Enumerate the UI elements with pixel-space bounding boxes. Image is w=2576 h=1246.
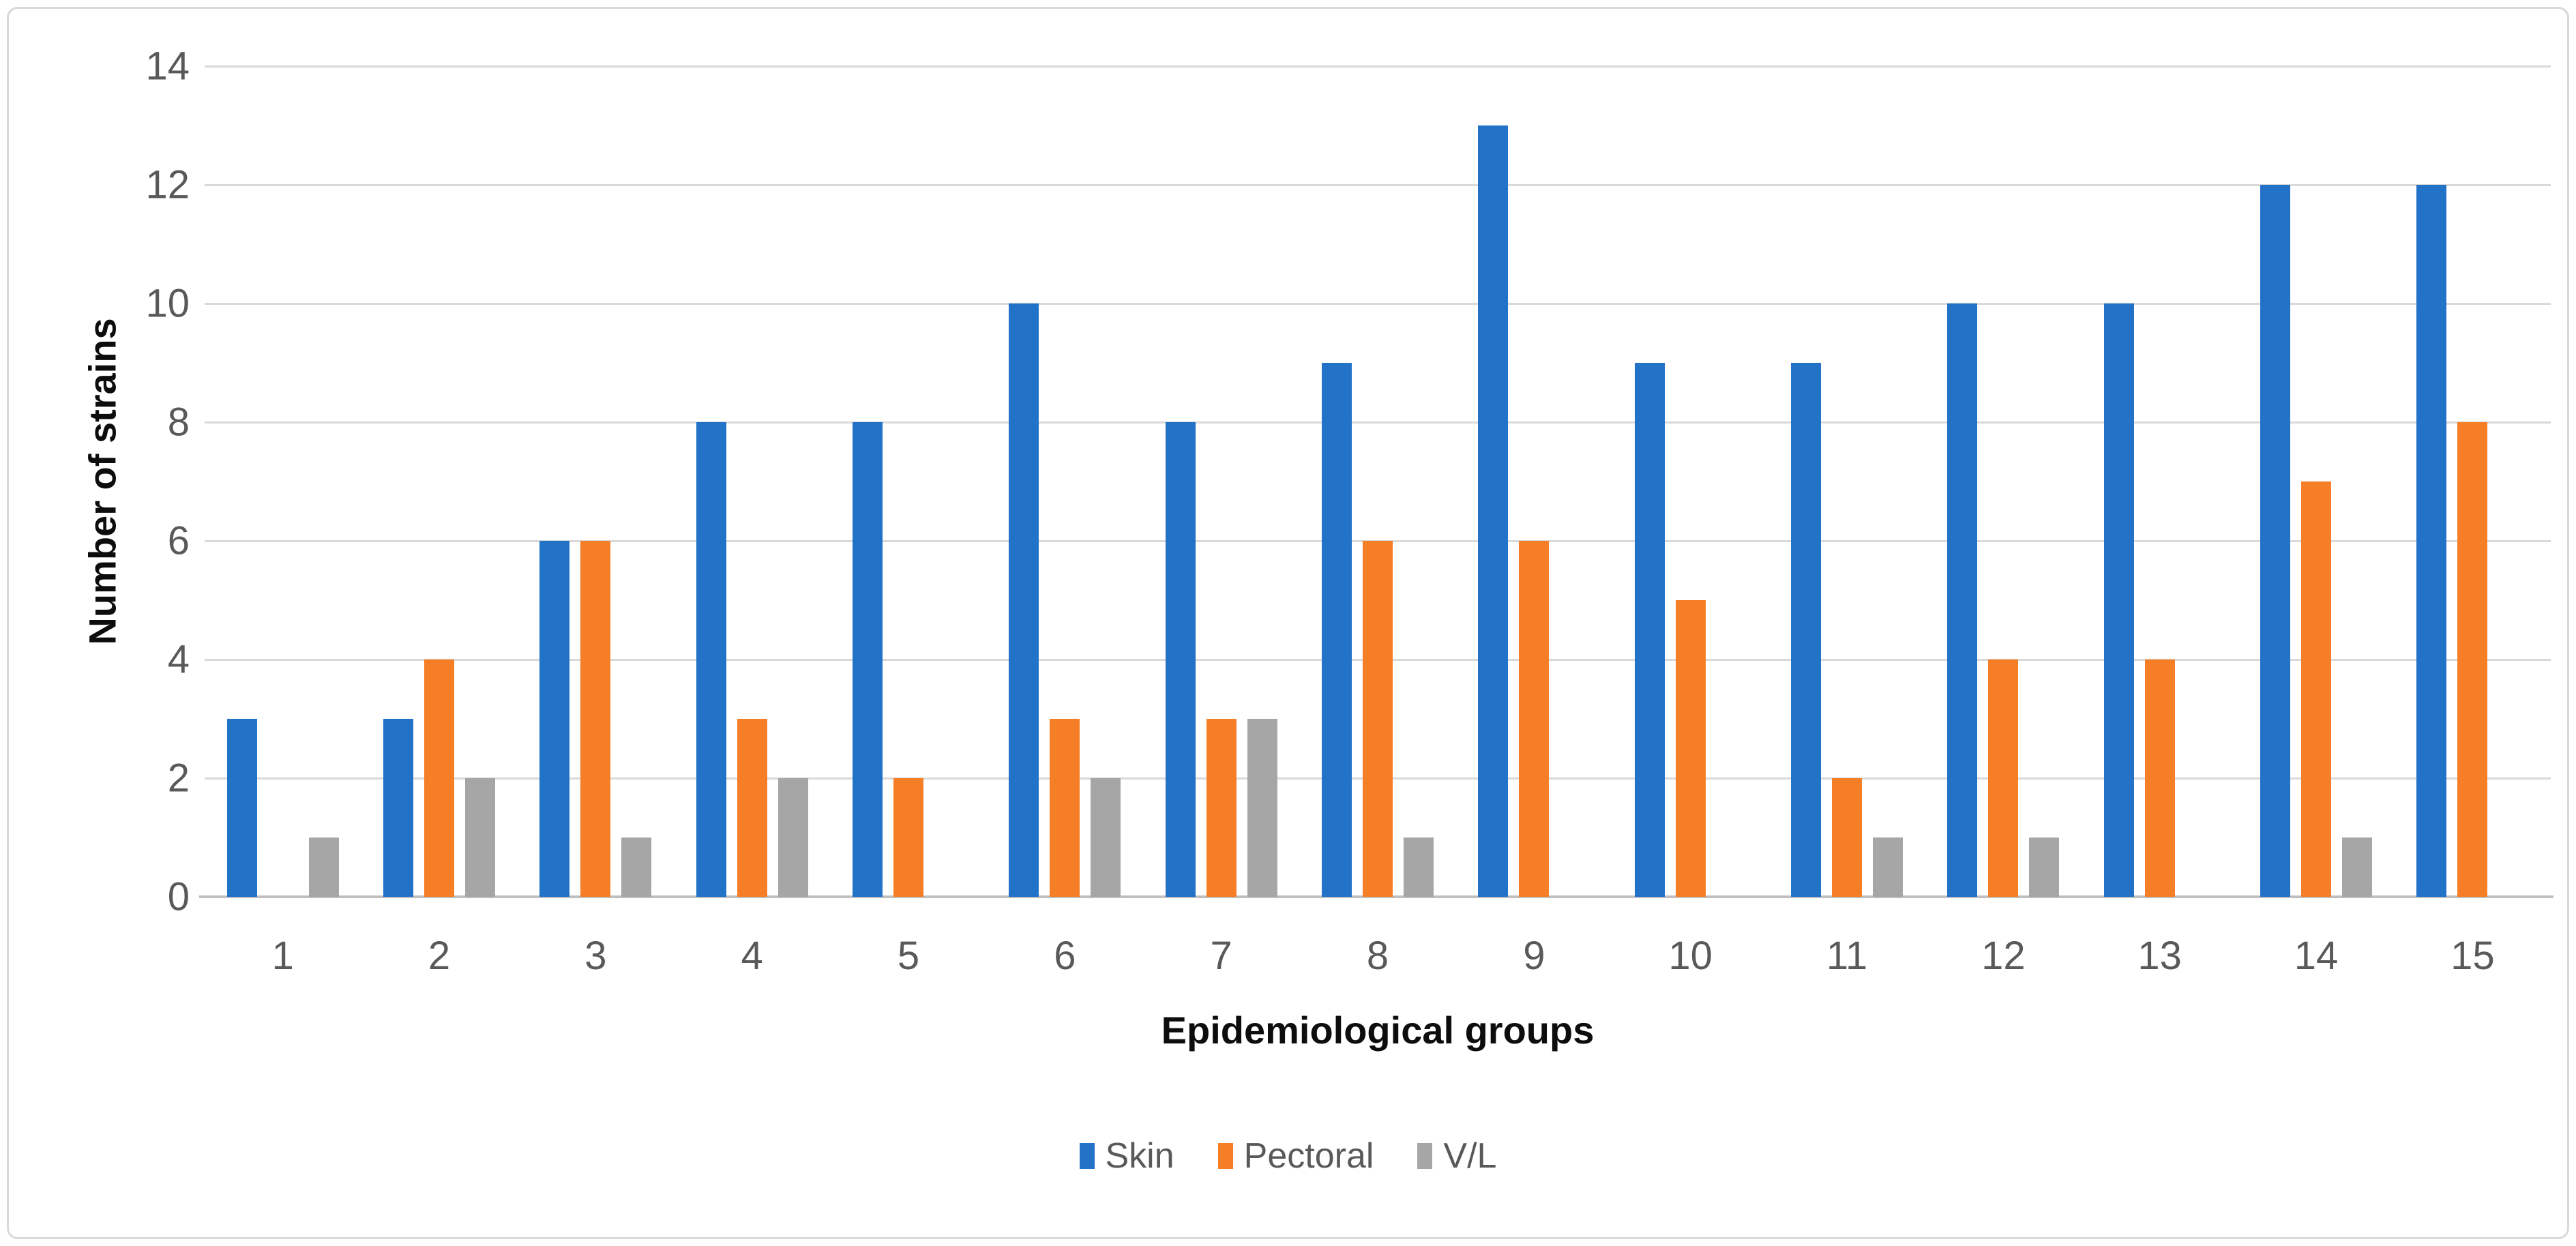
bar-v-l-group-12 <box>2029 837 2060 897</box>
legend-swatch-v-l <box>1417 1143 1433 1169</box>
y-tick-label-14: 14 <box>145 44 190 89</box>
bar-pectoral-group-10 <box>1675 600 1706 897</box>
x-tick-label-8: 8 <box>1366 934 1389 978</box>
bar-pectoral-group-12 <box>1988 659 2019 897</box>
bar-skin-group-11 <box>1791 363 1821 897</box>
bar-v-l-group-4 <box>778 778 808 897</box>
bar-skin-group-15 <box>2416 185 2447 897</box>
y-tick-label-12: 12 <box>145 162 190 207</box>
gridline-y-10 <box>205 303 2551 305</box>
y-axis-title: Number of strains <box>80 318 124 645</box>
legend-label: V/L <box>1443 1136 1497 1176</box>
x-tick-label-15: 15 <box>2451 934 2495 978</box>
x-tick-label-9: 9 <box>1523 934 1545 978</box>
x-tick-label-10: 10 <box>1668 934 1713 978</box>
y-tick-label-4: 4 <box>167 637 190 682</box>
bar-v-l-group-2 <box>465 778 495 897</box>
bar-pectoral-group-2 <box>424 659 454 897</box>
x-tick-label-6: 6 <box>1054 934 1076 978</box>
legend-label: Skin <box>1105 1136 1174 1176</box>
legend-swatch-skin <box>1079 1143 1095 1169</box>
bar-skin-group-4 <box>696 422 726 897</box>
bar-pectoral-group-9 <box>1519 541 1550 897</box>
bar-v-l-group-6 <box>1091 778 1121 897</box>
x-tick-label-12: 12 <box>1981 934 2026 978</box>
bar-skin-group-8 <box>1322 363 1352 897</box>
gridline-y-14 <box>205 65 2551 68</box>
x-tick-label-3: 3 <box>584 934 607 978</box>
bar-v-l-group-7 <box>1247 719 1277 897</box>
bar-skin-group-2 <box>383 719 413 897</box>
x-tick-label-13: 13 <box>2137 934 2182 978</box>
gridline-y-12 <box>205 184 2551 186</box>
bar-pectoral-group-7 <box>1206 719 1237 897</box>
y-tick-label-0: 0 <box>167 874 190 919</box>
bar-pectoral-group-5 <box>893 778 923 897</box>
x-tick-label-4: 4 <box>741 934 763 978</box>
bar-skin-group-10 <box>1634 363 1665 897</box>
bar-v-l-group-14 <box>2342 837 2372 897</box>
bar-skin-group-12 <box>1947 303 1978 897</box>
bar-pectoral-group-15 <box>2457 422 2488 897</box>
bar-skin-group-5 <box>853 422 883 897</box>
bar-v-l-group-11 <box>1873 837 1903 897</box>
bar-pectoral-group-3 <box>580 541 611 897</box>
bar-skin-group-7 <box>1165 422 1196 897</box>
x-tick-label-14: 14 <box>2294 934 2339 978</box>
legend-swatch-pectoral <box>1217 1143 1233 1169</box>
y-tick-label-10: 10 <box>145 281 190 326</box>
figure-border <box>7 7 2569 1239</box>
legend-item-v-l: V/L <box>1417 1136 1496 1176</box>
y-tick-label-6: 6 <box>167 518 190 563</box>
x-tick-label-11: 11 <box>1826 934 1868 978</box>
bar-skin-group-14 <box>2260 185 2290 897</box>
y-tick-label-8: 8 <box>167 400 190 445</box>
x-tick-label-2: 2 <box>428 934 451 978</box>
bar-v-l-group-1 <box>308 837 339 897</box>
bar-pectoral-group-13 <box>2144 659 2175 897</box>
x-tick-label-1: 1 <box>271 934 294 978</box>
x-axis-title: Epidemiological groups <box>1161 1009 1595 1052</box>
bar-skin-group-6 <box>1009 303 1039 897</box>
bar-pectoral-group-14 <box>2301 481 2331 897</box>
legend-item-skin: Skin <box>1079 1136 1174 1176</box>
bar-skin-group-1 <box>226 719 257 897</box>
gridline-y-8 <box>205 421 2551 424</box>
bar-pectoral-group-8 <box>1363 541 1393 897</box>
bar-skin-group-13 <box>2103 303 2134 897</box>
legend-label: Pectoral <box>1243 1136 1374 1176</box>
bar-skin-group-9 <box>1478 125 1509 897</box>
bar-v-l-group-3 <box>621 837 652 897</box>
x-axis-line <box>199 895 2553 898</box>
bar-skin-group-3 <box>539 541 570 897</box>
bar-pectoral-group-11 <box>1832 778 1862 897</box>
bar-v-l-group-8 <box>1404 837 1434 897</box>
bar-pectoral-group-4 <box>737 719 767 897</box>
bar-pectoral-group-6 <box>1050 719 1080 897</box>
x-tick-label-7: 7 <box>1210 934 1232 978</box>
x-tick-label-5: 5 <box>897 934 920 978</box>
legend: Skin Pectoral V/L <box>0 1129 2576 1183</box>
y-tick-label-2: 2 <box>167 756 190 801</box>
legend-item-pectoral: Pectoral <box>1217 1136 1374 1176</box>
